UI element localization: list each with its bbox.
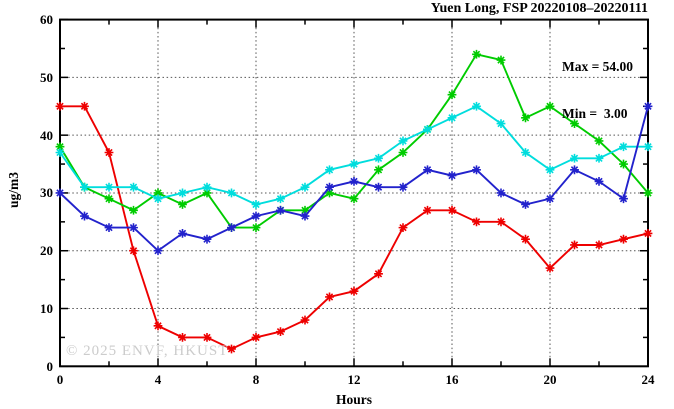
x-tick-label: 24 bbox=[641, 372, 655, 387]
y-tick-label: 50 bbox=[40, 69, 53, 85]
x-tick-label: 12 bbox=[347, 372, 361, 387]
watermark-text: © 2025 ENVF, HKUST bbox=[66, 343, 229, 359]
x-tick-label: 0 bbox=[56, 372, 64, 387]
series-markers-cyan bbox=[55, 101, 653, 209]
series-markers-blue bbox=[55, 101, 653, 256]
x-tick-label: 16 bbox=[445, 372, 459, 387]
y-tick-label: 20 bbox=[40, 243, 53, 259]
y-tick-label: 0 bbox=[46, 358, 54, 374]
chart-title: Yuen Long, FSP 20220108–20220111 bbox=[430, 1, 648, 16]
max-min-annotation: Max = 54.00 Min = 3.00 bbox=[562, 28, 633, 152]
series-markers-red bbox=[55, 101, 653, 354]
y-tick-label: 10 bbox=[40, 301, 53, 317]
max-value-label: Max = 54.00 bbox=[562, 59, 634, 74]
series-green bbox=[55, 49, 653, 233]
series-cyan bbox=[55, 101, 653, 209]
x-axis-label: Hours bbox=[335, 392, 373, 407]
y-tick-label: 60 bbox=[40, 12, 53, 28]
series-markers-green bbox=[55, 49, 653, 233]
x-tick-label: 8 bbox=[252, 372, 260, 387]
series-red bbox=[55, 101, 653, 354]
series-blue bbox=[55, 101, 653, 256]
min-value-label: Min = 3.00 bbox=[562, 105, 628, 121]
y-tick-label: 40 bbox=[40, 127, 53, 143]
x-tick-label: 20 bbox=[543, 372, 557, 387]
x-tick-label: 4 bbox=[154, 372, 162, 387]
y-tick-label: 30 bbox=[40, 185, 53, 201]
